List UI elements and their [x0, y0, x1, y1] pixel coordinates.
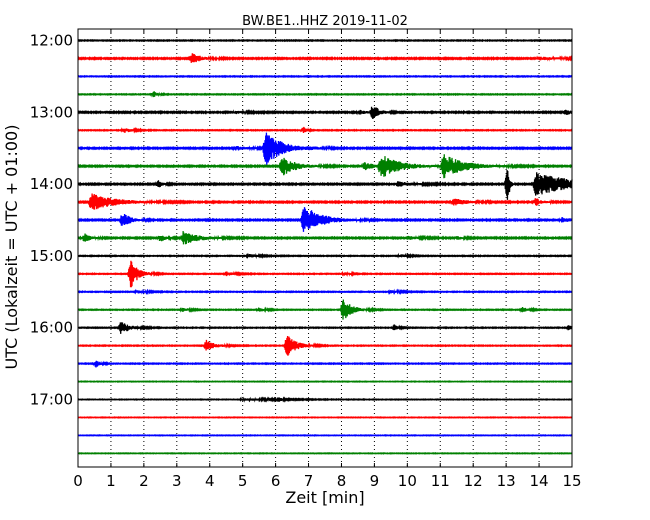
- y-tick-label-3: 15:00: [30, 247, 73, 265]
- trace-1400: [77, 169, 573, 200]
- trace-1215: [77, 53, 573, 63]
- trace-1515: [77, 260, 573, 288]
- y-tick-label-2: 14:00: [30, 175, 73, 193]
- trace-1445: [77, 231, 573, 245]
- trace-1630: [77, 360, 573, 368]
- x-tick-label-2: 2: [139, 472, 149, 490]
- trace-1500: [77, 252, 573, 260]
- trace-group: [77, 38, 573, 455]
- trace-1230: [77, 74, 573, 79]
- trace-1530: [77, 288, 573, 296]
- x-tick-label-1: 1: [106, 472, 116, 490]
- trace-1645: [77, 380, 573, 383]
- x-tick-label-7: 7: [304, 472, 314, 490]
- trace-1200: [77, 38, 573, 43]
- x-tick-label-3: 3: [172, 472, 182, 490]
- x-tick-label-11: 11: [431, 472, 450, 490]
- x-tick-label-4: 4: [205, 472, 215, 490]
- trace-1745: [77, 451, 573, 455]
- y-tick-label-1: 13:00: [30, 103, 73, 121]
- trace-1245: [77, 91, 573, 98]
- trace-1415: [77, 193, 573, 210]
- plot-frame: [77, 28, 573, 468]
- y-tick-label-5: 17:00: [30, 391, 73, 409]
- y-axis-ticks: 12:00 13:00 14:00 15:00 16:00 17:00: [30, 32, 572, 409]
- y-tick-label-4: 16:00: [30, 319, 73, 337]
- trace-1315: [77, 126, 573, 134]
- trace-1730: [77, 433, 573, 437]
- trace-1300: [77, 106, 573, 119]
- x-tick-label-6: 6: [271, 472, 281, 490]
- trace-1715: [77, 416, 573, 419]
- x-tick-label-14: 14: [530, 472, 549, 490]
- x-tick-label-12: 12: [464, 472, 483, 490]
- chart-title: BW.BE1..HHZ 2019-11-02: [242, 14, 408, 29]
- x-tick-label-0: 0: [73, 472, 83, 490]
- trace-1545: [77, 299, 573, 320]
- trace-1600: [77, 322, 573, 334]
- y-tick-label-0: 12:00: [30, 32, 73, 50]
- x-axis-ticks: 0 1 2 3 4 5 6 7 8 9 10 11 12 13 14 15: [73, 29, 582, 490]
- plot-background: [78, 29, 572, 467]
- x-tick-label-13: 13: [497, 472, 516, 490]
- trace-1430: [77, 207, 573, 232]
- x-tick-label-10: 10: [398, 472, 417, 490]
- x-axis-label: Zeit [min]: [285, 488, 364, 507]
- trace-1615: [77, 335, 573, 356]
- trace-1345: [77, 154, 573, 179]
- x-tick-label-5: 5: [238, 472, 248, 490]
- x-tick-label-8: 8: [337, 472, 347, 490]
- y-axis-label: UTC (Lokalzeit = UTC + 01:00): [2, 125, 21, 370]
- x-tick-label-9: 9: [370, 472, 380, 490]
- trace-1700: [77, 396, 573, 403]
- x-tick-label-15: 15: [562, 472, 581, 490]
- trace-1330: [77, 132, 573, 166]
